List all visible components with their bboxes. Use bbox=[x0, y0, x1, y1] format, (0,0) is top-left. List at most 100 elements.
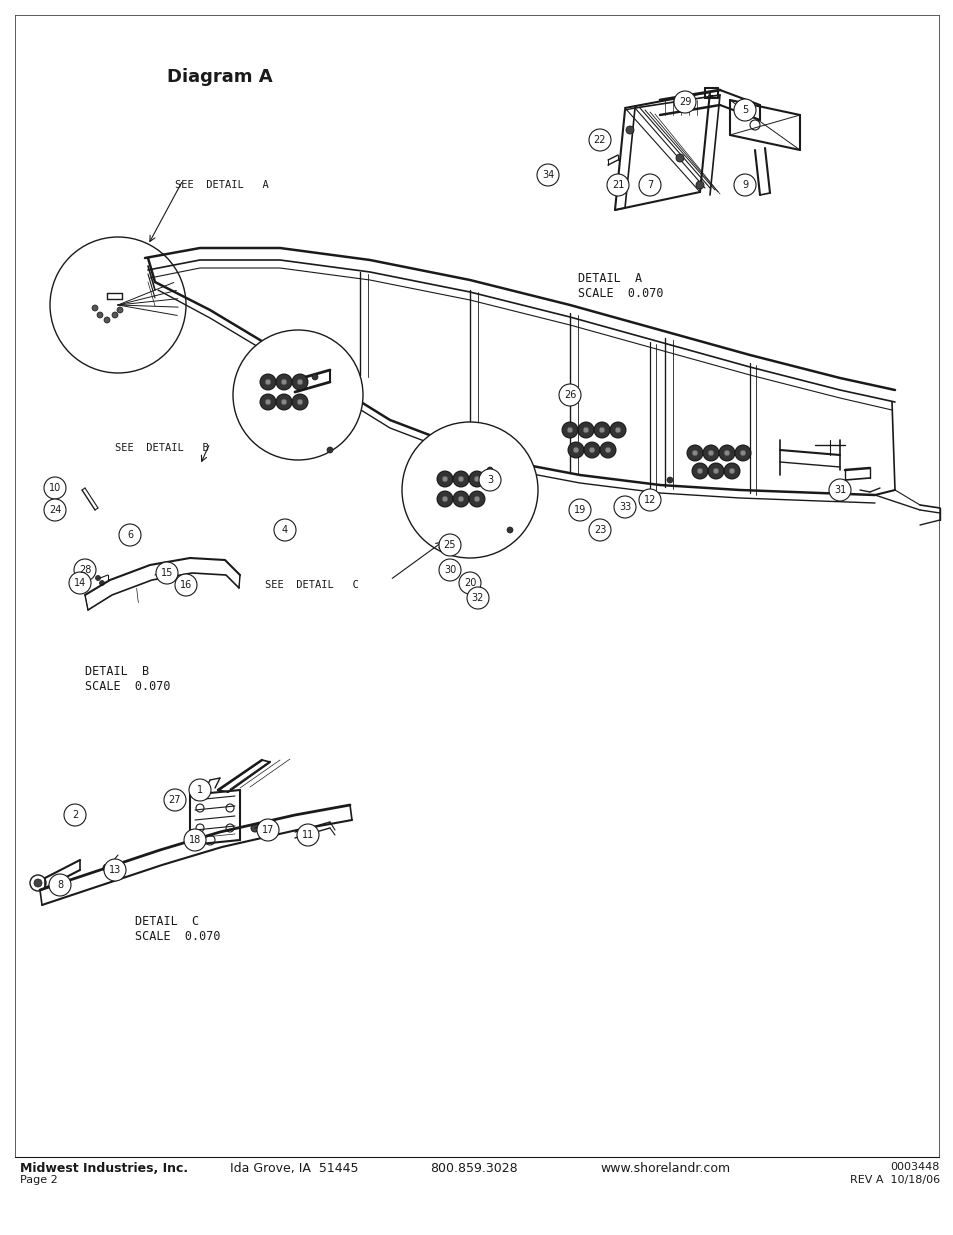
Text: SEE  DETAIL   C: SEE DETAIL C bbox=[265, 580, 358, 590]
Circle shape bbox=[606, 174, 628, 196]
Text: 21: 21 bbox=[611, 180, 623, 190]
Circle shape bbox=[713, 468, 718, 474]
Circle shape bbox=[734, 445, 750, 461]
Circle shape bbox=[297, 379, 302, 385]
Text: 25: 25 bbox=[443, 540, 456, 550]
Text: 1: 1 bbox=[196, 785, 203, 795]
Circle shape bbox=[486, 467, 493, 473]
Circle shape bbox=[666, 477, 672, 483]
Circle shape bbox=[740, 451, 745, 456]
Circle shape bbox=[588, 128, 610, 151]
Circle shape bbox=[467, 587, 489, 609]
Circle shape bbox=[296, 824, 318, 846]
Text: 2: 2 bbox=[71, 810, 78, 820]
Text: 24: 24 bbox=[49, 505, 61, 515]
Circle shape bbox=[723, 463, 740, 479]
Text: 26: 26 bbox=[563, 390, 576, 400]
Circle shape bbox=[453, 471, 469, 487]
Circle shape bbox=[582, 427, 588, 432]
Circle shape bbox=[312, 374, 317, 380]
Text: Diagram A: Diagram A bbox=[167, 68, 273, 86]
Circle shape bbox=[91, 305, 98, 311]
Circle shape bbox=[112, 312, 118, 317]
Circle shape bbox=[567, 427, 572, 432]
Circle shape bbox=[639, 489, 660, 511]
Circle shape bbox=[506, 527, 513, 534]
Circle shape bbox=[164, 789, 186, 811]
Text: 15: 15 bbox=[161, 568, 173, 578]
Text: 33: 33 bbox=[618, 501, 631, 513]
Text: 17: 17 bbox=[261, 825, 274, 835]
Circle shape bbox=[401, 422, 537, 558]
Circle shape bbox=[453, 492, 469, 508]
Circle shape bbox=[723, 451, 729, 456]
Circle shape bbox=[104, 860, 126, 881]
Circle shape bbox=[691, 463, 707, 479]
Text: 14: 14 bbox=[73, 578, 86, 588]
Circle shape bbox=[103, 864, 111, 872]
Text: 3: 3 bbox=[486, 475, 493, 485]
Circle shape bbox=[707, 451, 713, 456]
Text: 0003448: 0003448 bbox=[890, 1162, 939, 1172]
Circle shape bbox=[469, 471, 484, 487]
Circle shape bbox=[588, 519, 610, 541]
Circle shape bbox=[251, 824, 258, 832]
Circle shape bbox=[604, 447, 610, 453]
Text: 32: 32 bbox=[472, 593, 484, 603]
Circle shape bbox=[174, 574, 196, 597]
Text: 23: 23 bbox=[593, 525, 605, 535]
Circle shape bbox=[119, 524, 141, 546]
Circle shape bbox=[639, 174, 660, 196]
Circle shape bbox=[292, 394, 308, 410]
Circle shape bbox=[327, 447, 333, 453]
Text: 34: 34 bbox=[541, 170, 554, 180]
Circle shape bbox=[281, 399, 287, 405]
Circle shape bbox=[184, 829, 206, 851]
Text: 27: 27 bbox=[169, 795, 181, 805]
Circle shape bbox=[474, 477, 479, 482]
Circle shape bbox=[614, 496, 636, 517]
Circle shape bbox=[676, 154, 683, 162]
Circle shape bbox=[733, 174, 755, 196]
Circle shape bbox=[719, 445, 734, 461]
Circle shape bbox=[436, 492, 453, 508]
Text: DETAIL  C
SCALE  0.070: DETAIL C SCALE 0.070 bbox=[135, 915, 220, 944]
Circle shape bbox=[274, 519, 295, 541]
Text: REV A  10/18/06: REV A 10/18/06 bbox=[849, 1174, 939, 1186]
Text: 20: 20 bbox=[463, 578, 476, 588]
Circle shape bbox=[104, 317, 110, 324]
Circle shape bbox=[561, 422, 578, 438]
Text: 12: 12 bbox=[643, 495, 656, 505]
Circle shape bbox=[697, 468, 702, 474]
Text: DETAIL  B
SCALE  0.070: DETAIL B SCALE 0.070 bbox=[85, 664, 171, 693]
Text: 9: 9 bbox=[741, 180, 747, 190]
Text: 18: 18 bbox=[189, 835, 201, 845]
Circle shape bbox=[573, 447, 578, 453]
Circle shape bbox=[275, 374, 292, 390]
Text: www.shorelandr.com: www.shorelandr.com bbox=[599, 1162, 729, 1174]
Circle shape bbox=[233, 330, 363, 459]
Text: SEE  DETAIL   B: SEE DETAIL B bbox=[115, 443, 209, 453]
Circle shape bbox=[625, 126, 634, 135]
Circle shape bbox=[728, 468, 734, 474]
Circle shape bbox=[438, 559, 460, 580]
Circle shape bbox=[49, 874, 71, 897]
Circle shape bbox=[189, 779, 211, 802]
Circle shape bbox=[692, 451, 697, 456]
Circle shape bbox=[44, 499, 66, 521]
Circle shape bbox=[458, 572, 480, 594]
Circle shape bbox=[265, 379, 271, 385]
Circle shape bbox=[686, 445, 702, 461]
Circle shape bbox=[156, 562, 178, 584]
Circle shape bbox=[558, 384, 580, 406]
Text: Page 2: Page 2 bbox=[20, 1174, 58, 1186]
Circle shape bbox=[297, 399, 302, 405]
Circle shape bbox=[567, 442, 583, 458]
Circle shape bbox=[615, 427, 620, 432]
Circle shape bbox=[69, 572, 91, 594]
Circle shape bbox=[44, 477, 66, 499]
Circle shape bbox=[594, 422, 609, 438]
Circle shape bbox=[292, 374, 308, 390]
Circle shape bbox=[673, 91, 696, 112]
Circle shape bbox=[117, 308, 123, 312]
